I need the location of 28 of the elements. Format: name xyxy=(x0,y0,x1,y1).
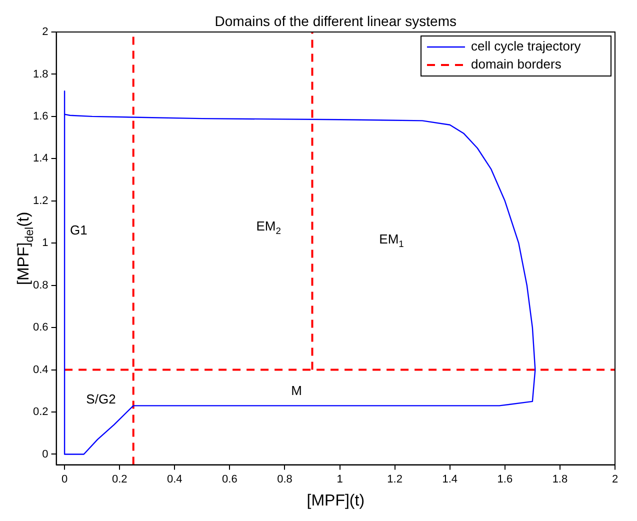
annotation: G1 xyxy=(70,222,88,238)
y-tick-label: 1.2 xyxy=(32,194,48,207)
x-tick-label: 0.6 xyxy=(222,473,238,486)
x-tick-label: 0 xyxy=(61,473,68,486)
x-axis-title: [MPF](t) xyxy=(306,492,365,510)
y-tick-label: 0.4 xyxy=(32,364,48,376)
x-tick-label: 1 xyxy=(336,473,343,486)
y-tick-label: 0.8 xyxy=(32,279,48,292)
y-tick-label: 1.8 xyxy=(32,68,48,80)
x-tick-label: 1.8 xyxy=(552,473,568,486)
y-tick-label: 1 xyxy=(42,237,48,250)
y-tick-label: 1.4 xyxy=(32,152,48,165)
y-tick-label: 0.2 xyxy=(32,406,48,418)
y-tick-label: 2 xyxy=(42,26,48,38)
legend-label: cell cycle trajectory xyxy=(471,38,582,54)
x-tick-label: 0.4 xyxy=(166,473,182,486)
y-tick-label: 0.6 xyxy=(32,322,48,334)
legend-label: domain borders xyxy=(471,56,562,72)
x-tick-label: 0.2 xyxy=(112,473,128,486)
x-tick-label: 0.8 xyxy=(277,473,292,486)
x-tick-label: 1.2 xyxy=(387,473,402,486)
x-tick-label: 2 xyxy=(612,473,618,486)
chart-title: Domains of the different linear systems xyxy=(214,12,457,29)
annotation: S/G2 xyxy=(86,391,116,406)
x-tick-label: 1.6 xyxy=(497,473,513,486)
y-tick-label: 0 xyxy=(42,448,48,460)
x-tick-label: 1.4 xyxy=(442,473,458,486)
y-tick-label: 1.6 xyxy=(32,110,48,122)
